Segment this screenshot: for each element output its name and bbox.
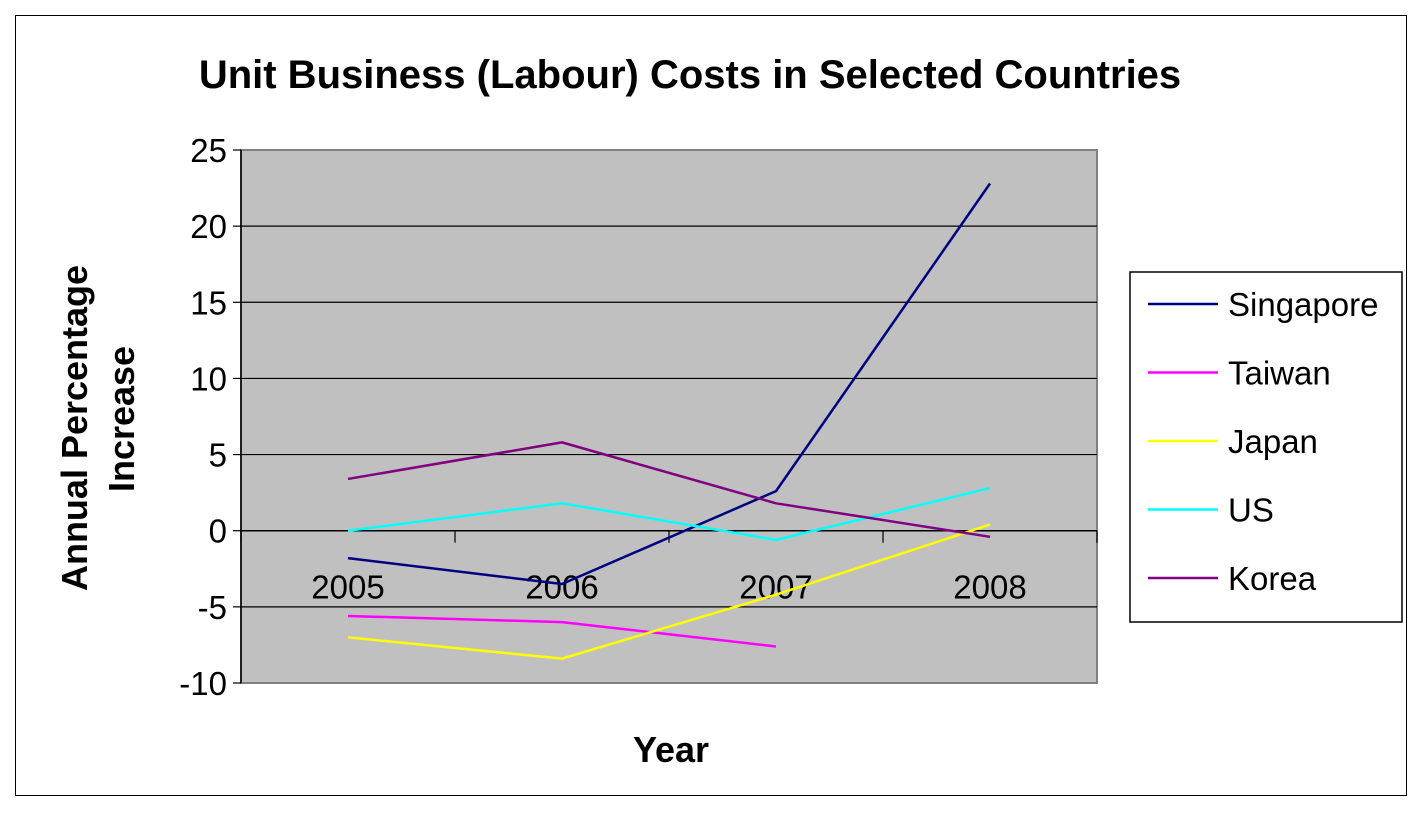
chart-title: Unit Business (Labour) Costs in Selected… (199, 53, 1181, 97)
y-axis-title-line-2: Increase (101, 346, 142, 492)
x-axis-title: Year (633, 729, 709, 770)
series-line-japan (347, 523, 991, 660)
series-line-korea (347, 441, 991, 539)
y-tick-label: 20 (190, 208, 227, 245)
y-tick-label: -5 (198, 589, 227, 626)
y-axis: 25 20 15 10 5 0 -5 -10 (179, 132, 242, 702)
y-tick-label: 15 (190, 284, 227, 321)
y-axis-title-line-1: Annual Percentage (54, 265, 95, 591)
legend-label: US (1228, 492, 1274, 529)
legend-label: Taiwan (1228, 355, 1331, 392)
series-line-us (347, 486, 991, 542)
y-tick-label: 25 (190, 132, 227, 169)
series-line-taiwan (347, 614, 777, 648)
y-axis-title: Annual Percentage Increase (54, 255, 142, 591)
y-tick-label: 5 (209, 437, 227, 474)
x-tick-label: 2008 (953, 569, 1026, 606)
legend-label: Korea (1228, 560, 1317, 597)
series-lines (347, 182, 992, 660)
legend-label: Singapore (1228, 286, 1378, 323)
series-line-singapore (347, 182, 992, 586)
y-tick-label: -10 (179, 665, 227, 702)
legend-label: Japan (1228, 423, 1318, 460)
y-tick-label: 10 (190, 360, 227, 397)
x-tick-label: 2005 (311, 569, 384, 606)
x-tick-label: 2006 (525, 569, 598, 606)
legend: Singapore Taiwan Japan US Korea (1129, 271, 1403, 623)
y-tick-label: 0 (209, 513, 227, 550)
legend-box (1129, 271, 1403, 623)
plot-area (240, 149, 1098, 684)
